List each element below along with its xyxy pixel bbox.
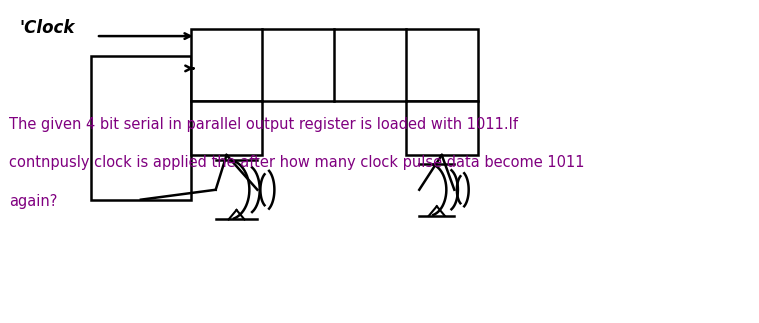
Bar xyxy=(91,56,191,200)
Bar xyxy=(191,29,477,100)
Text: again?: again? xyxy=(9,193,58,209)
Bar xyxy=(406,100,477,155)
Text: 'Clock: 'Clock xyxy=(19,19,74,37)
Bar xyxy=(191,100,263,155)
Text: The given 4 bit serial in parallel output register is loaded with 1011.If: The given 4 bit serial in parallel outpu… xyxy=(9,117,518,132)
Text: contnpusly clock is applied the after how many clock pulse data become 1011: contnpusly clock is applied the after ho… xyxy=(9,155,584,170)
